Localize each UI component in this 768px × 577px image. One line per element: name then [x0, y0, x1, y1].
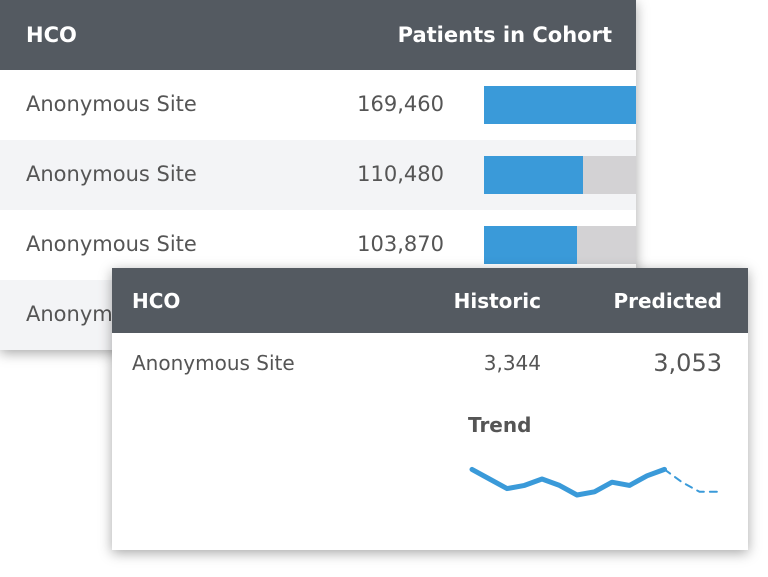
- column-header: Predicted: [613, 289, 722, 313]
- column-header: Patients in Cohort: [397, 23, 612, 47]
- historic-value: 3,344: [483, 351, 541, 375]
- trend-label: Trend: [468, 413, 532, 437]
- site-name: Anonymous Site: [26, 162, 197, 186]
- column-header: HCO: [26, 23, 77, 47]
- predicted-value: 3,053: [653, 349, 722, 377]
- trend-historic: [469, 466, 667, 498]
- trend-predicted: [663, 468, 718, 493]
- table-header: HCO Patients in Cohort: [0, 0, 636, 70]
- bar: [484, 86, 636, 124]
- bar: [484, 156, 584, 194]
- table-row: Anonymous Site 110,480: [0, 140, 636, 210]
- patient-count: 103,870: [357, 232, 444, 256]
- patient-count: 169,460: [357, 92, 444, 116]
- patient-count: 110,480: [357, 162, 444, 186]
- trend-sparkline: [469, 466, 718, 498]
- prediction-card: HCO Historic Predicted Anonymous Site 3,…: [112, 268, 748, 550]
- column-header: HCO: [132, 289, 181, 313]
- card-header: HCO Historic Predicted: [112, 268, 748, 333]
- site-name: Anonymous Site: [132, 351, 295, 375]
- site-name: Anonymous Site: [26, 92, 197, 116]
- table-row: Anonymous Site 169,460: [0, 70, 636, 140]
- bar: [484, 226, 578, 264]
- column-header: Historic: [453, 289, 541, 313]
- site-name: Anonymous Site: [26, 232, 197, 256]
